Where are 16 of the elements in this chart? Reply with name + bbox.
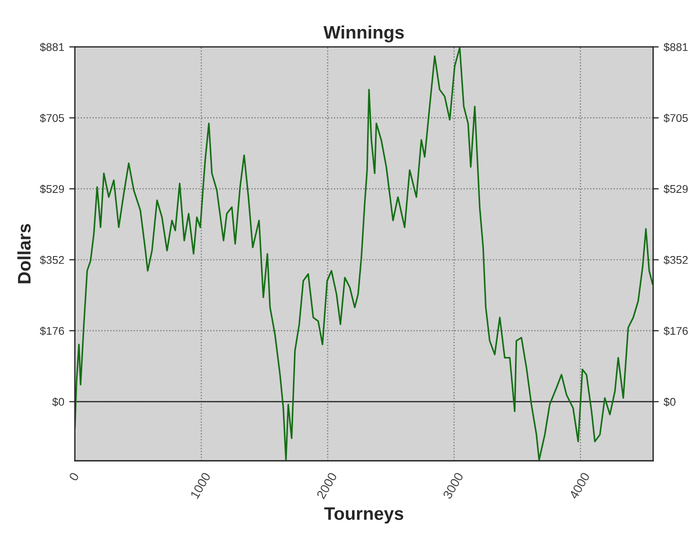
- y2-tick-label: $176: [664, 326, 688, 336]
- y-axis-title: Dollars: [17, 224, 31, 284]
- y-tick-label: $881: [40, 42, 64, 52]
- y2-tick-label: $352: [664, 256, 688, 265]
- y-tick-label: $705: [40, 114, 64, 123]
- y2-tick-label: $705: [664, 114, 688, 123]
- y-tick-label: $0: [52, 397, 64, 406]
- y2-tick-label: $529: [664, 184, 688, 194]
- chart-title: Winnings: [323, 25, 404, 42]
- y2-tick-label: $0: [664, 397, 676, 406]
- y-tick-label: $176: [40, 326, 64, 336]
- x-axis-title: Tourneys: [324, 507, 404, 524]
- y-tick-label: $529: [40, 184, 64, 194]
- y2-tick-label: $881: [664, 42, 688, 52]
- x-tick-label: 0: [68, 472, 80, 482]
- y-tick-label: $352: [40, 256, 64, 265]
